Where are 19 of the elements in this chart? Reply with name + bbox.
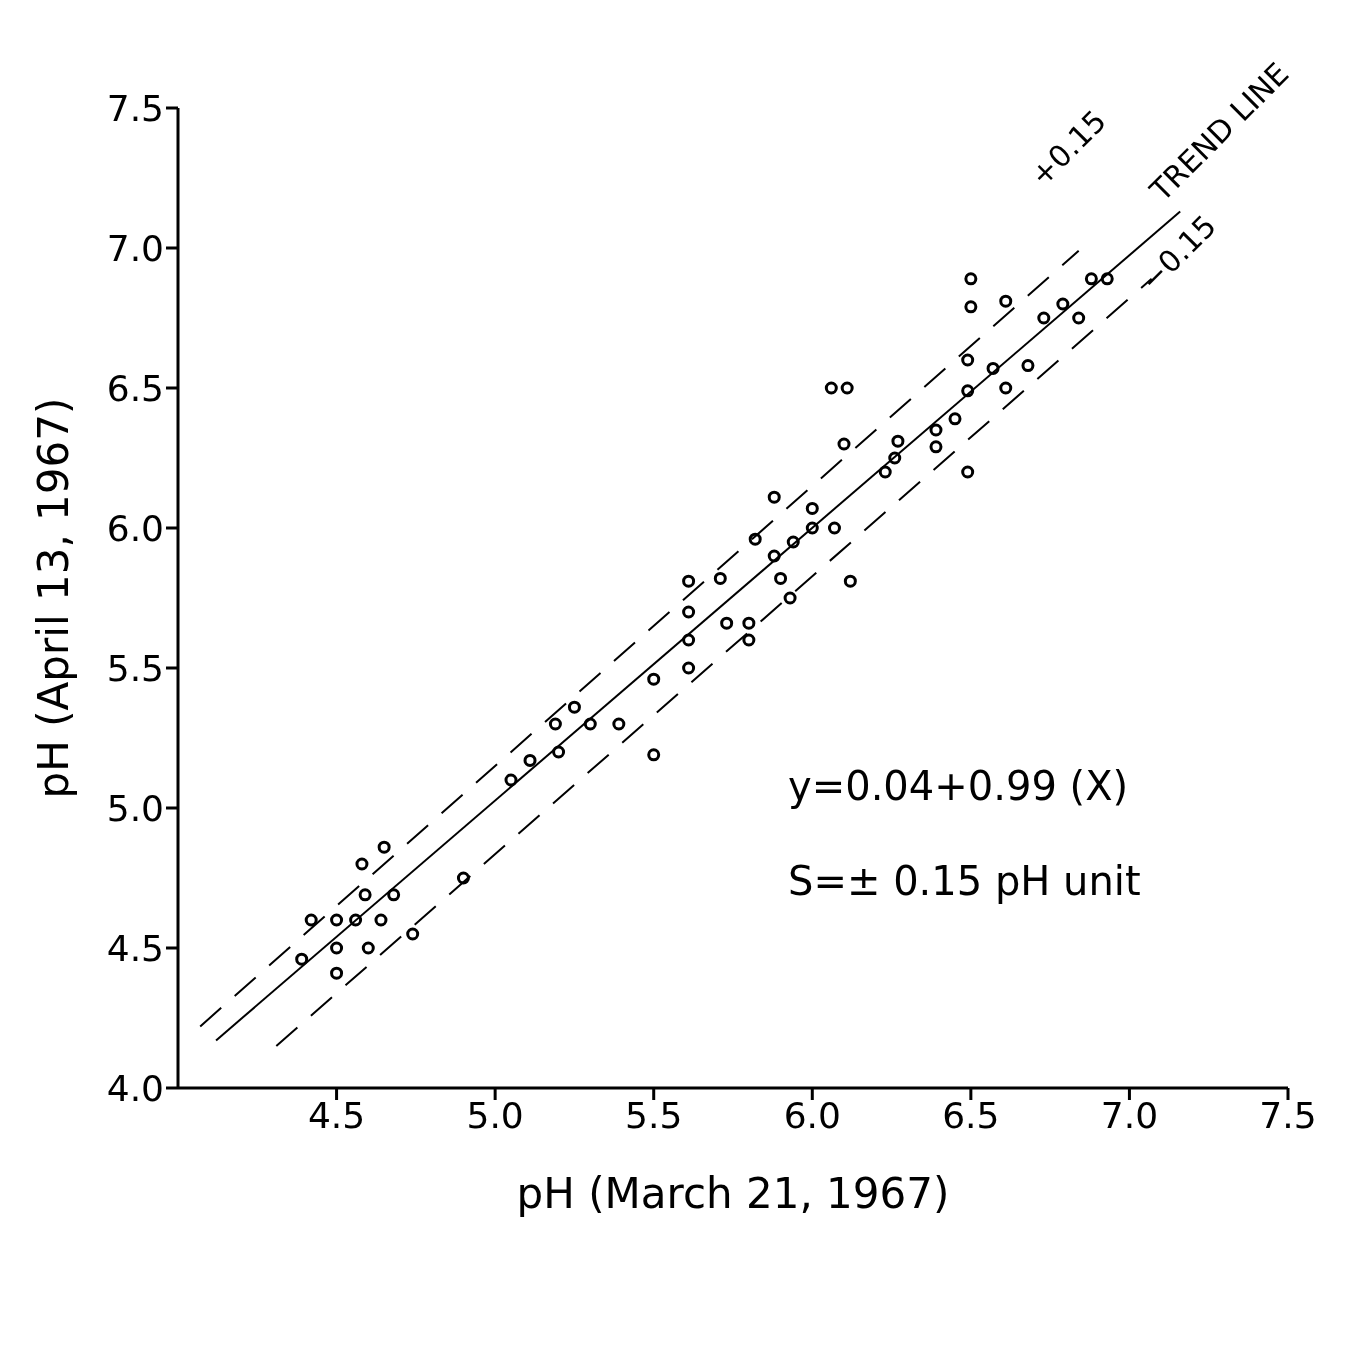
x-tick-label: 7.5: [1259, 1094, 1317, 1136]
y-tick-label: 5.5: [106, 647, 164, 689]
y-tick-label: 4.5: [106, 927, 164, 969]
y-tick-label: 4.0: [106, 1067, 164, 1109]
x-axis-title: pH (March 21, 1967): [516, 1169, 950, 1218]
y-tick-label: 6.0: [106, 507, 164, 549]
x-tick-label: 4.5: [307, 1094, 366, 1136]
x-tick-label: 7.0: [1100, 1094, 1159, 1136]
x-tick-label: 6.5: [942, 1094, 1000, 1136]
x-tick-label: 6.0: [783, 1094, 841, 1136]
x-tick-label: 5.0: [466, 1094, 524, 1136]
annotation: y=0.04+0.99 (X): [788, 763, 1129, 809]
x-tick-label: 5.5: [625, 1094, 683, 1136]
y-tick-label: 5.0: [106, 787, 164, 829]
y-tick-label: 7.5: [106, 87, 164, 129]
y-axis-title: pH (April 13, 1967): [28, 397, 78, 799]
y-tick-label: 6.5: [106, 367, 164, 409]
annotation: S=± 0.15 pH unit: [788, 858, 1141, 904]
y-tick-label: 7.0: [106, 227, 164, 269]
